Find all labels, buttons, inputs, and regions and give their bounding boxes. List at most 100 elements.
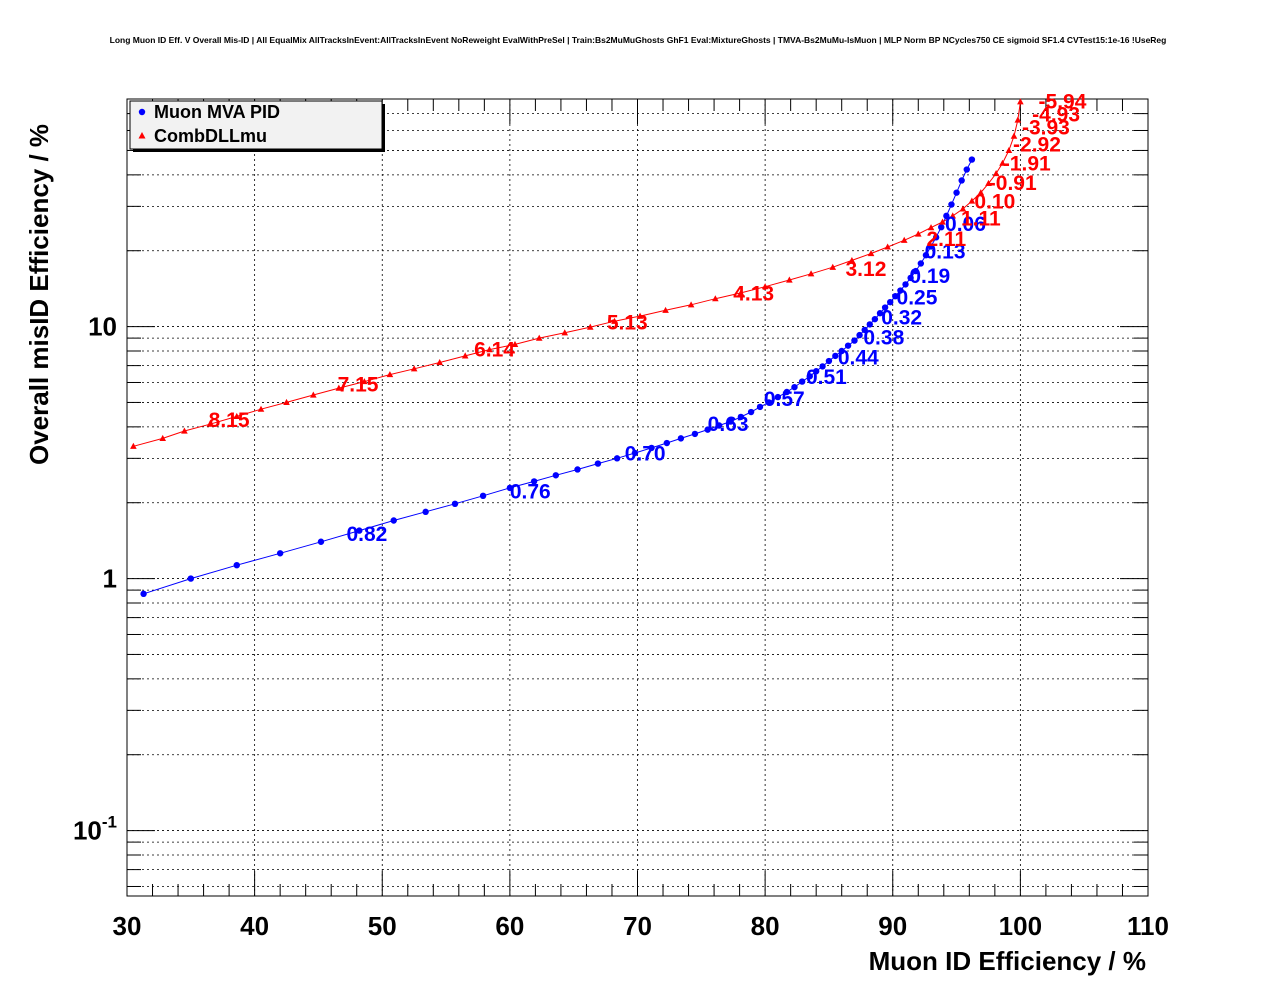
point-label: 0.44 (838, 346, 879, 369)
data-point (461, 352, 469, 359)
point-label: -4.93 (1032, 104, 1080, 127)
x-tick-label: 100 (999, 911, 1042, 941)
x-tick-label: 30 (113, 911, 142, 941)
data-point (613, 455, 621, 462)
data-point (233, 412, 241, 420)
data-point (897, 287, 904, 294)
data-point (561, 329, 569, 336)
data-point (927, 224, 935, 231)
data-point (861, 326, 868, 334)
x-tick-label: 40 (240, 911, 269, 941)
y-axis-label: Overall misID Efficiency / % (24, 124, 54, 465)
x-tick-labels: 30 40 50 60 70 80 90 100 110 (113, 911, 1169, 941)
data-point (233, 561, 240, 569)
point-label: -5.94 (1039, 90, 1087, 113)
data-point (958, 177, 965, 184)
data-point (838, 347, 845, 355)
data-point (715, 422, 723, 429)
data-point (586, 323, 594, 330)
point-label: 0.06 (945, 213, 986, 236)
point-label: 0.76 (510, 480, 551, 503)
data-point (848, 256, 856, 264)
point-label: 2.11 (926, 228, 966, 251)
data-point (985, 179, 992, 186)
data-point (410, 365, 418, 372)
grid-lines (127, 98, 1148, 896)
y-tick-label: 1 (103, 564, 117, 594)
legend-box (129, 100, 383, 150)
point-label: -0.91 (989, 172, 1037, 195)
x-tick-label: 70 (623, 911, 652, 941)
data-point (1010, 132, 1018, 139)
data-point (963, 166, 970, 173)
data-point (812, 368, 820, 375)
point-label: 0.38 (863, 327, 904, 350)
data-point (631, 449, 639, 457)
data-point (335, 384, 343, 391)
data-point (436, 359, 443, 366)
data-point (832, 352, 839, 360)
data-point (648, 444, 655, 452)
data-point (939, 218, 946, 225)
x-tick-label: 80 (751, 911, 780, 941)
data-point (806, 373, 813, 380)
series-line (143, 159, 973, 595)
point-label: -3.93 (1022, 117, 1070, 140)
y-tick-labels: 10-1 1 10 (73, 312, 117, 846)
data-point (486, 346, 493, 353)
data-point (663, 439, 671, 447)
point-label: 0.51 (806, 366, 847, 389)
data-point (206, 420, 214, 427)
data-point (917, 260, 925, 267)
data-point (844, 342, 852, 349)
data-point (968, 156, 976, 163)
data-point (276, 550, 284, 557)
point-label: 0.10 (974, 190, 1015, 213)
point-label: 8.15 (209, 409, 250, 432)
data-point (927, 243, 935, 250)
x-tick-label: 90 (878, 911, 907, 941)
data-point (825, 357, 833, 365)
data-point (798, 378, 806, 385)
axis-ticks (126, 98, 1149, 896)
data-point (530, 478, 538, 485)
point-label: 7.15 (338, 373, 379, 396)
data-point (949, 212, 957, 219)
data-point (912, 267, 919, 275)
data-point (390, 517, 397, 524)
data-point (283, 398, 290, 406)
data-point (783, 388, 791, 396)
data-point (884, 243, 891, 250)
data-point (386, 371, 394, 378)
legend-label: Muon MVA PID (154, 102, 280, 122)
data-point (451, 500, 459, 508)
data-point (712, 295, 719, 302)
legend-marker-triangle (138, 132, 146, 139)
data-point (187, 575, 195, 582)
data-point (900, 236, 908, 243)
data-point (807, 270, 815, 277)
point-label: 0.57 (764, 388, 805, 411)
data-point (881, 304, 889, 311)
data-point (687, 301, 695, 308)
data-point (786, 276, 793, 283)
data-point (959, 205, 967, 212)
y-tick-label: 10-1 (73, 813, 117, 846)
data-point (756, 403, 764, 411)
y-tick-label: 10 (88, 312, 117, 342)
data-point (886, 298, 894, 306)
data-point (765, 399, 773, 406)
data-point (677, 435, 685, 442)
x-tick-label: 60 (495, 911, 524, 941)
data-point (851, 337, 858, 344)
data-point (479, 492, 487, 500)
point-label: -1.91 (1003, 152, 1051, 175)
data-point (691, 430, 699, 438)
data-point (1017, 98, 1024, 105)
data-point (662, 306, 669, 313)
data-point (356, 527, 363, 534)
point-label: 0.25 (897, 286, 938, 309)
point-label: 0.82 (346, 523, 387, 546)
data-point (856, 331, 863, 339)
point-label: 0.19 (909, 265, 950, 288)
